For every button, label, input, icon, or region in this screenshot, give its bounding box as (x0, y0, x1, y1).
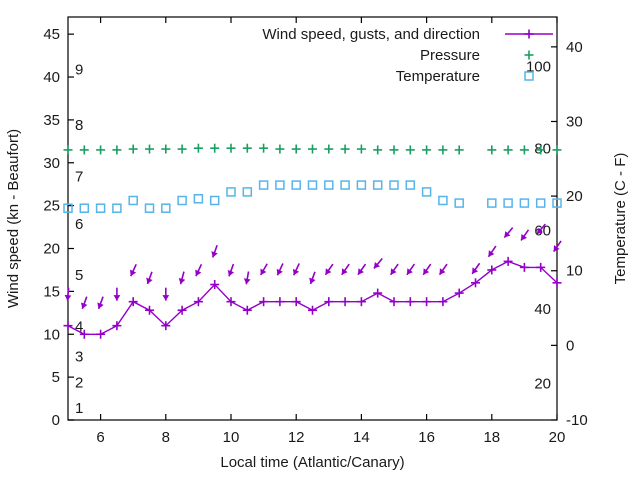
svg-text:15: 15 (43, 283, 60, 300)
svg-text:2: 2 (75, 374, 83, 391)
svg-text:10: 10 (223, 429, 240, 446)
svg-text:80: 80 (534, 141, 551, 158)
svg-text:5: 5 (75, 267, 83, 284)
svg-text:5: 5 (52, 369, 60, 386)
svg-text:8: 8 (162, 429, 170, 446)
svg-text:1: 1 (75, 400, 83, 417)
svg-text:14: 14 (353, 429, 370, 446)
svg-text:100: 100 (526, 59, 551, 76)
svg-text:6: 6 (96, 429, 104, 446)
svg-text:9: 9 (75, 61, 83, 78)
svg-text:10: 10 (566, 263, 583, 280)
svg-text:-10: -10 (566, 412, 588, 429)
svg-text:40: 40 (534, 301, 551, 318)
legend-label-1: Pressure (420, 47, 480, 64)
svg-text:45: 45 (43, 26, 60, 43)
svg-text:7: 7 (75, 169, 83, 186)
beaufort-scale-labels: 1 2 3 4 5 6 7 8 9 (75, 61, 83, 417)
y2-axis-title: Temperature (C - F) (612, 153, 629, 285)
svg-text:20: 20 (43, 241, 60, 258)
svg-text:40: 40 (566, 39, 583, 56)
svg-text:4: 4 (75, 319, 83, 336)
plot-frame (67, 16, 558, 421)
svg-text:20: 20 (534, 376, 551, 393)
svg-text:8: 8 (75, 117, 83, 134)
svg-text:35: 35 (43, 112, 60, 129)
wind-direction-arrows (64, 223, 562, 310)
series-pressure (63, 143, 562, 155)
svg-text:0: 0 (52, 412, 60, 429)
svg-text:10: 10 (43, 326, 60, 343)
svg-text:16: 16 (418, 429, 435, 446)
svg-text:0: 0 (566, 337, 574, 354)
svg-text:20: 20 (566, 188, 583, 205)
legend-label-0: Wind speed, gusts, and direction (262, 26, 480, 43)
left-axis-ticks: 0 5 10 15 20 25 30 35 40 45 (43, 26, 74, 429)
svg-text:30: 30 (43, 155, 60, 172)
x-axis-ticks: 6 8 10 12 14 16 18 20 (68, 17, 565, 446)
y-axis-title: Wind speed (kn - Beaufort) (5, 129, 22, 308)
fahrenheit-scale-labels: 20 40 60 80 100 (526, 59, 551, 393)
svg-text:60: 60 (534, 223, 551, 240)
legend: Wind speed, gusts, and direction Pressure… (262, 26, 553, 85)
svg-text:12: 12 (288, 429, 305, 446)
svg-text:3: 3 (75, 349, 83, 366)
series-wind-speed (63, 256, 562, 339)
svg-text:18: 18 (483, 429, 500, 446)
svg-text:6: 6 (75, 216, 83, 233)
series-temperature (63, 180, 562, 213)
svg-text:40: 40 (43, 69, 60, 86)
svg-text:25: 25 (43, 198, 60, 215)
svg-text:20: 20 (549, 429, 566, 446)
legend-label-2: Temperature (396, 68, 480, 85)
x-axis-title: Local time (Atlantic/Canary) (220, 454, 404, 471)
right-axis-ticks: -10 0 10 20 30 40 (551, 39, 588, 429)
svg-text:30: 30 (566, 113, 583, 130)
